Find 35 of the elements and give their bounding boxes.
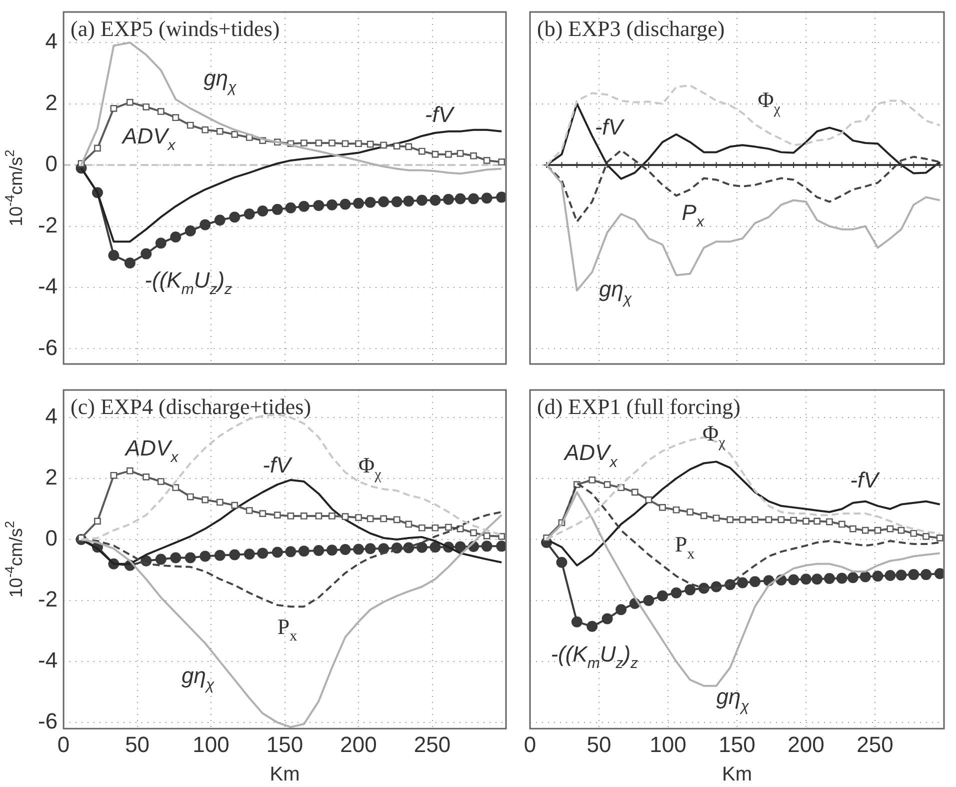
y-tick-label: 4 — [45, 404, 58, 429]
series-label: -fV — [850, 468, 881, 493]
x-axis-title: Km — [722, 764, 752, 786]
x-tick-label: 50 — [586, 732, 612, 757]
chart-title: (a) EXP5 (winds+tides) — [70, 16, 280, 41]
x-tick-label: 100 — [650, 732, 686, 757]
series-label: -fV — [594, 114, 626, 140]
chart-title: (d) EXP1 (full forcing) — [537, 394, 740, 419]
y-tick-label: -4 — [38, 648, 58, 673]
x-tick-label: 50 — [125, 732, 150, 757]
y-tick-label: 0 — [45, 526, 58, 551]
series-label: -fV — [262, 452, 294, 478]
y-tick-label: 4 — [45, 28, 58, 54]
x-tick-label: 250 — [856, 732, 894, 757]
x-tick-label: 250 — [414, 732, 451, 757]
x-tick-label: 150 — [266, 732, 304, 757]
x-tick-label: 200 — [788, 732, 824, 757]
x-tick-label: 150 — [718, 732, 756, 757]
y-tick-label: 2 — [45, 90, 58, 115]
x-tick-label: 200 — [340, 732, 377, 757]
y-tick-label: -2 — [38, 586, 58, 612]
y-tick-label: 0 — [45, 151, 58, 176]
x-axis-title: Km — [270, 764, 300, 786]
y-tick-label: -6 — [38, 708, 58, 734]
chart-title: (c) EXP4 (discharge+tides) — [70, 394, 312, 419]
y-axis-title: 10-4cm/s2 — [2, 150, 26, 226]
x-tick-label: 100 — [192, 732, 230, 757]
y-tick-label: -6 — [38, 334, 58, 360]
y-axis-title: 10-4cm/s2 — [2, 520, 26, 598]
chart-title: (b) EXP3 (discharge) — [537, 16, 725, 41]
y-tick-label: 2 — [45, 464, 58, 490]
y-tick-label: -2 — [38, 212, 58, 238]
x-tick-label: 0 — [524, 732, 536, 757]
y-tick-label: -4 — [38, 274, 58, 299]
series-label: -fV — [424, 102, 456, 128]
